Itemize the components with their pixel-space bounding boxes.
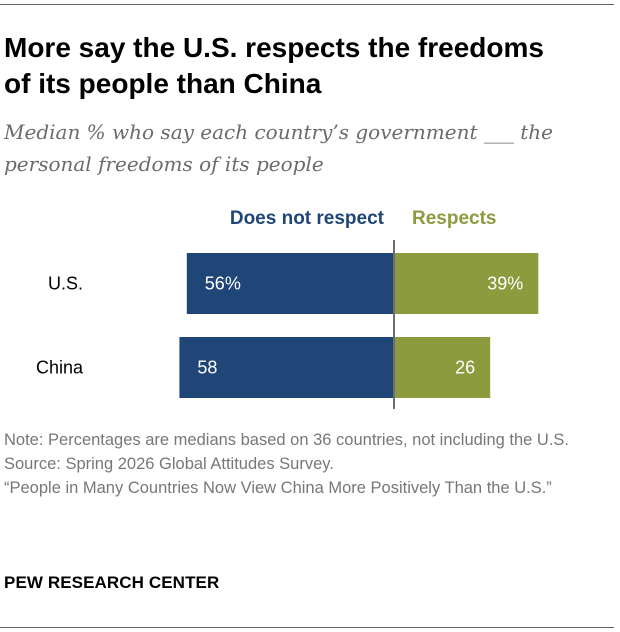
chart-title: More say the U.S. respects the freedoms … — [4, 32, 544, 99]
bar-respects-u-s — [394, 253, 539, 314]
top-rule — [0, 4, 614, 5]
legend-does-not-respect: Does not respect — [230, 208, 385, 229]
note-text: Note: Percentages are medians based on 3… — [4, 431, 570, 449]
legend-respects: Respects — [412, 208, 497, 229]
bar-respects-china — [394, 337, 491, 398]
report-title-text: “People in Many Countries Now View China… — [4, 479, 552, 497]
chart-area: Does not respect Respects U.S. 56% 39% China 5… — [36, 208, 539, 409]
chart-subtitle: Median % who say each country’s governme… — [4, 120, 553, 176]
bar-does-not-respect-u-s — [186, 253, 394, 314]
data-label-does-not-respect-china: 58 — [197, 358, 217, 378]
publisher-name: PEW RESEARCH CENTER — [4, 573, 220, 592]
source-text: Source: Spring 2026 Global Attitudes Sur… — [4, 455, 334, 473]
data-label-does-not-respect-u-s: 56% — [205, 274, 241, 294]
data-label-respects-u-s: 39% — [487, 274, 523, 294]
bar-does-not-respect-china — [179, 337, 394, 398]
category-label-china: China — [36, 358, 84, 378]
data-label-respects-china: 26 — [455, 358, 475, 378]
footnotes: Note: Percentages are medians based on 3… — [4, 428, 614, 500]
category-label-u-s: U.S. — [48, 274, 83, 294]
bottom-rule — [0, 627, 614, 628]
